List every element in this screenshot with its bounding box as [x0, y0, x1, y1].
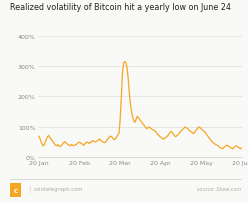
Text: cointelegraph.com: cointelegraph.com: [33, 186, 83, 191]
Text: c: c: [13, 187, 18, 193]
Text: source: Skew.com: source: Skew.com: [197, 186, 241, 191]
Text: |: |: [29, 185, 31, 192]
Text: Realized volatility of Bitcoin hit a yearly low on June 24: Realized volatility of Bitcoin hit a yea…: [10, 3, 231, 12]
